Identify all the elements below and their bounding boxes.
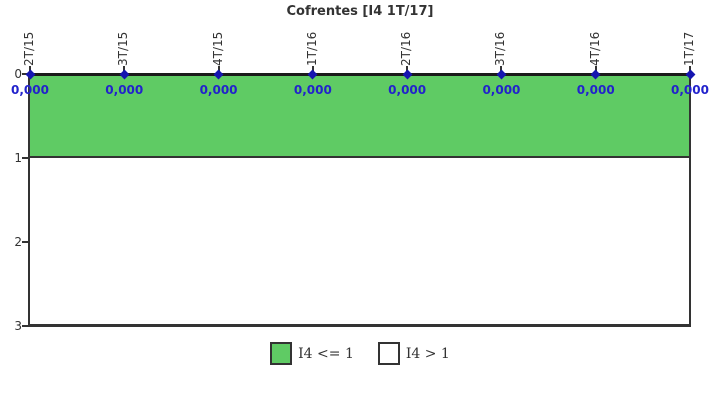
legend-swatch bbox=[377, 342, 400, 365]
data-point-value: 0,000 bbox=[388, 83, 427, 97]
x-tick-label: 3T/16 bbox=[493, 31, 508, 66]
plot-border-right bbox=[689, 73, 691, 327]
plot-border-bottom bbox=[28, 325, 691, 327]
data-point-value: 0,000 bbox=[105, 83, 144, 97]
x-tick-label: 4T/15 bbox=[210, 31, 225, 66]
threshold-band-1 bbox=[30, 158, 690, 326]
legend-item-0: I4 <= 1 bbox=[270, 342, 354, 365]
data-point-value: 0,000 bbox=[482, 83, 521, 97]
y-tick bbox=[22, 325, 28, 327]
x-tick-label: 2T/16 bbox=[399, 31, 414, 66]
legend: I4 <= 1 I4 > 1 bbox=[0, 342, 720, 365]
data-point-value: 0,000 bbox=[11, 83, 49, 97]
y-tick bbox=[22, 241, 28, 243]
y-tick bbox=[22, 73, 28, 75]
data-point-value: 0,000 bbox=[576, 83, 615, 97]
x-tick-label: 1T/17 bbox=[682, 31, 696, 66]
y-tick-label: 2 bbox=[14, 235, 22, 249]
x-tick-label: 1T/16 bbox=[304, 31, 319, 66]
y-axis-line bbox=[28, 73, 30, 327]
x-axis-line bbox=[28, 73, 692, 76]
data-point-value: 0,000 bbox=[293, 83, 332, 97]
legend-label: I4 > 1 bbox=[405, 345, 450, 362]
y-tick bbox=[22, 157, 28, 159]
chart-title: Cofrentes [I4 1T/17] bbox=[286, 4, 434, 19]
y-tick-label: 0 bbox=[14, 67, 22, 81]
legend-item-1: I4 > 1 bbox=[377, 342, 450, 365]
legend-label: I4 <= 1 bbox=[298, 345, 354, 362]
y-tick-label: 1 bbox=[14, 151, 22, 165]
y-tick-label: 3 bbox=[14, 319, 22, 333]
threshold-band-0 bbox=[30, 74, 690, 158]
legend-swatch bbox=[270, 342, 293, 365]
data-point-value: 0,000 bbox=[671, 83, 709, 97]
data-point-value: 0,000 bbox=[199, 83, 238, 97]
x-tick-label: 2T/15 bbox=[22, 31, 36, 66]
x-tick-label: 3T/15 bbox=[116, 31, 131, 66]
x-tick-label: 4T/16 bbox=[587, 31, 602, 66]
